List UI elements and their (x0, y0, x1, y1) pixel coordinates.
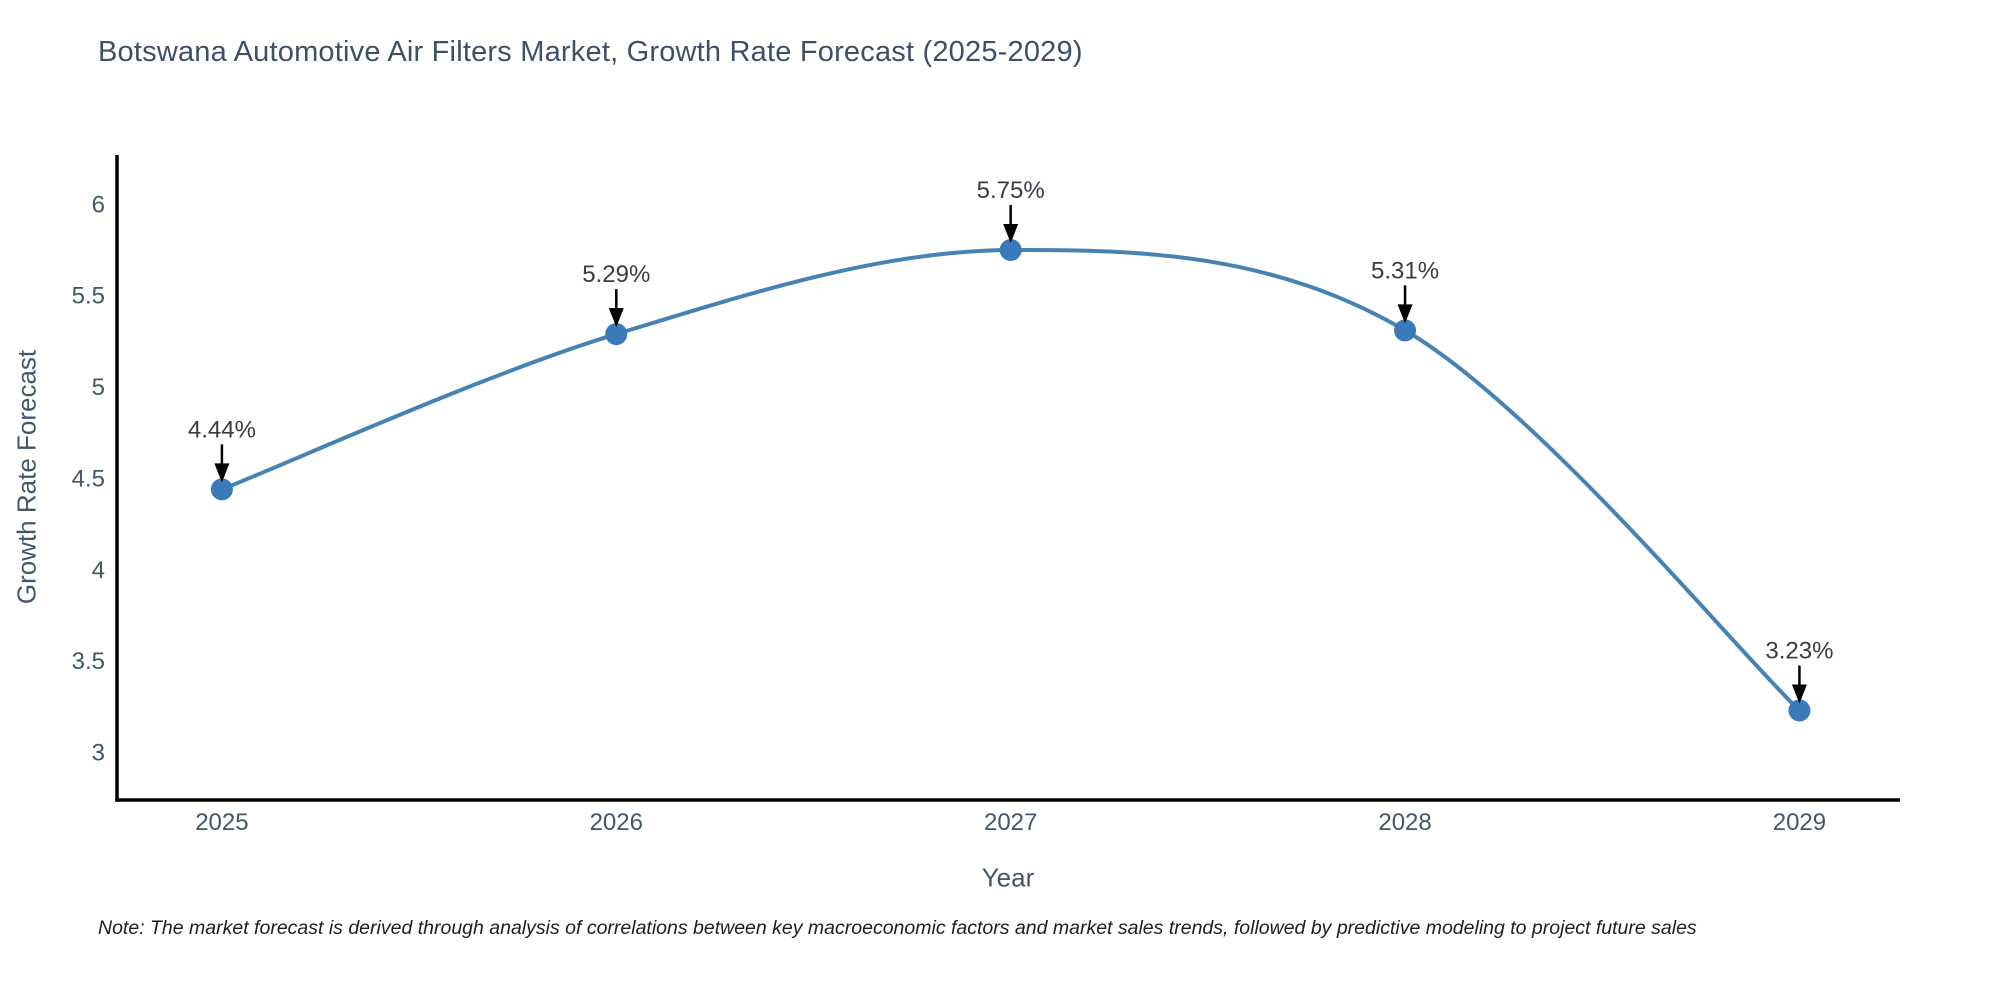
x-tick-label: 2028 (1378, 809, 1431, 836)
point-label: 3.23% (1765, 637, 1833, 664)
annotation-arrowhead (608, 308, 624, 328)
annotation-arrowhead (1397, 304, 1413, 324)
x-tick-label: 2027 (984, 809, 1037, 836)
x-tick-label: 2026 (590, 809, 643, 836)
x-axis-title: Year (981, 862, 1035, 893)
y-tick-label: 6 (92, 191, 105, 218)
chart-title: Botswana Automotive Air Filters Market, … (98, 36, 1083, 68)
footnote: Note: The market forecast is derived thr… (98, 917, 1697, 939)
annotation-arrowhead (214, 463, 230, 483)
y-axis-title: Growth Rate Forecast (11, 349, 42, 605)
y-tick-label: 3 (92, 739, 105, 766)
y-tick-label: 4 (92, 557, 105, 584)
data-point[interactable] (1394, 319, 1417, 342)
point-label: 5.75% (977, 177, 1045, 204)
x-tick-label: 2025 (195, 809, 248, 836)
point-label: 5.31% (1371, 257, 1439, 284)
point-label: 4.44% (188, 416, 256, 443)
y-tick-label: 3.5 (72, 648, 105, 675)
data-point[interactable] (999, 239, 1022, 262)
point-label: 5.29% (582, 261, 650, 288)
data-point[interactable] (605, 323, 628, 346)
series-line (219, 247, 1802, 713)
y-tick-label: 4.5 (72, 465, 105, 492)
x-tick-label: 2029 (1773, 809, 1826, 836)
annotation-arrowhead (1003, 224, 1019, 244)
annotation-arrowhead (1791, 684, 1807, 704)
data-point[interactable] (210, 478, 233, 501)
data-point[interactable] (1788, 699, 1811, 722)
y-tick-label: 5 (92, 374, 105, 401)
y-tick-label: 5.5 (72, 283, 105, 310)
